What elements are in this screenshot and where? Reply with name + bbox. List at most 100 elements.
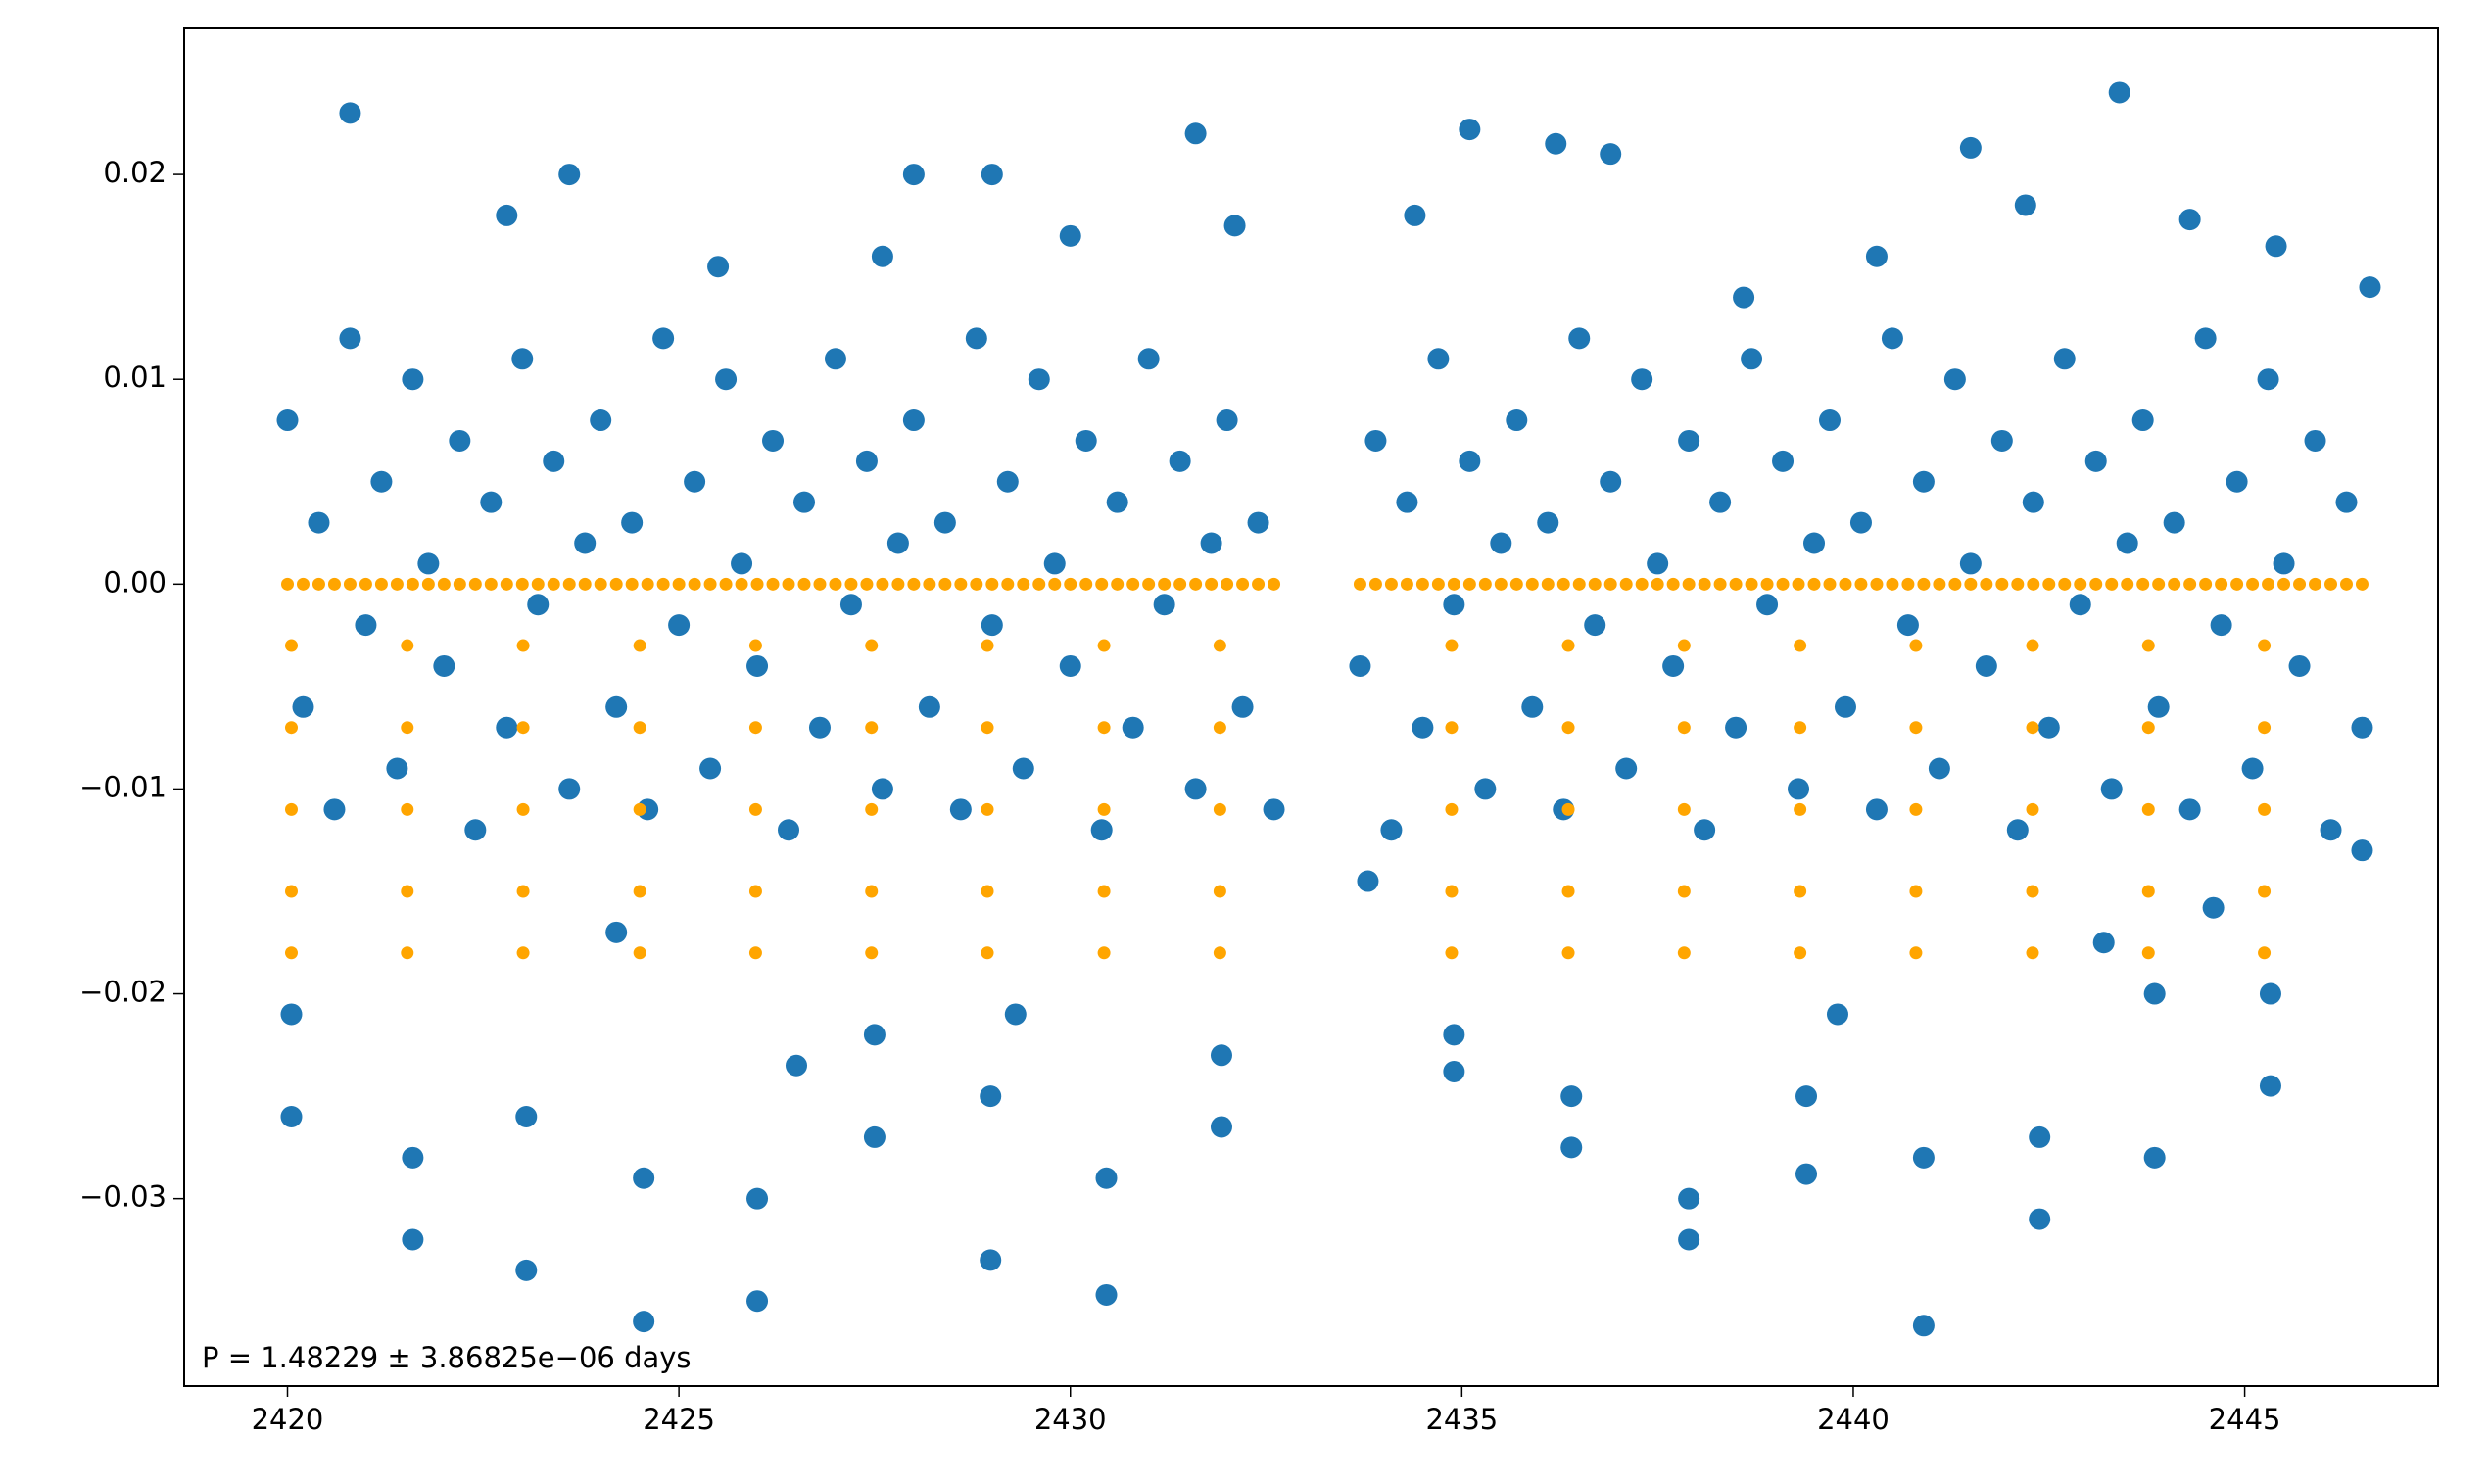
point (633, 946, 646, 960)
point (1059, 654, 1081, 677)
x-tick-label: 2445 (2209, 1403, 2281, 1436)
point (1865, 798, 1888, 821)
point (981, 721, 994, 735)
point (401, 885, 414, 898)
point (2259, 982, 2281, 1005)
point (516, 721, 530, 735)
point (863, 1024, 886, 1046)
point (496, 204, 518, 226)
y-tick-label: −0.03 (79, 1180, 167, 1214)
point (684, 470, 706, 493)
point (515, 577, 529, 591)
point (792, 491, 815, 513)
point (2014, 194, 2036, 216)
point (1760, 577, 1774, 591)
point (1210, 1044, 1232, 1067)
point (633, 802, 646, 816)
point (355, 614, 377, 637)
point (2351, 716, 2373, 739)
point (1959, 136, 1982, 159)
point (1556, 577, 1570, 591)
point (2011, 577, 2025, 591)
point (1357, 870, 1379, 892)
point (1635, 577, 1649, 591)
point (2141, 885, 2155, 898)
point (2258, 802, 2272, 816)
point (2121, 577, 2134, 591)
y-tick-label: 0.00 (103, 565, 167, 598)
point (902, 164, 925, 186)
point (449, 429, 471, 452)
point (871, 778, 893, 800)
point (2027, 577, 2040, 591)
point (1541, 577, 1555, 591)
point (417, 552, 440, 575)
point (280, 1003, 303, 1026)
point (2131, 409, 2154, 432)
point (1443, 1061, 1465, 1083)
point (633, 885, 646, 898)
point (339, 102, 361, 124)
point (2194, 327, 2217, 350)
point (1834, 695, 1856, 718)
point (782, 577, 795, 591)
point (1600, 143, 1622, 166)
point (1795, 1163, 1818, 1185)
point (876, 577, 889, 591)
point (1184, 778, 1207, 800)
point (1651, 577, 1664, 591)
point (746, 1290, 769, 1313)
point (1677, 885, 1691, 898)
point (1912, 1146, 1935, 1169)
point (1122, 716, 1144, 739)
point (2100, 778, 2123, 800)
point (918, 695, 940, 718)
point (2304, 429, 2326, 452)
point (390, 577, 404, 591)
point (633, 721, 646, 735)
point (2168, 577, 2181, 591)
point (746, 1187, 769, 1210)
point (1756, 594, 1779, 616)
point (1474, 778, 1497, 800)
point (280, 577, 294, 591)
point (1097, 946, 1111, 960)
point (1666, 577, 1680, 591)
point (748, 885, 762, 898)
point (516, 885, 530, 898)
point (652, 327, 675, 350)
point (1733, 286, 1755, 309)
point (1990, 429, 2013, 452)
plot-area (276, 81, 2381, 1337)
point (453, 577, 466, 591)
point (1677, 721, 1691, 735)
point (1823, 577, 1837, 591)
point (633, 1167, 655, 1189)
point (359, 577, 372, 591)
point (605, 921, 628, 943)
point (1364, 429, 1387, 452)
point (547, 577, 560, 591)
point (1445, 946, 1459, 960)
point (1017, 577, 1030, 591)
point (527, 594, 550, 616)
point (1615, 757, 1638, 780)
point (2141, 639, 2155, 652)
point (1213, 721, 1226, 735)
point (1995, 577, 2009, 591)
point (1216, 409, 1238, 432)
point (594, 577, 607, 591)
point (1909, 946, 1923, 960)
point (954, 577, 968, 591)
point (1126, 577, 1140, 591)
point (343, 577, 357, 591)
point (981, 885, 994, 898)
point (863, 1125, 886, 1148)
point (2053, 348, 2076, 370)
point (1886, 577, 1899, 591)
point (1205, 577, 1219, 591)
point (370, 470, 393, 493)
point (1521, 695, 1544, 718)
point (2116, 532, 2138, 554)
